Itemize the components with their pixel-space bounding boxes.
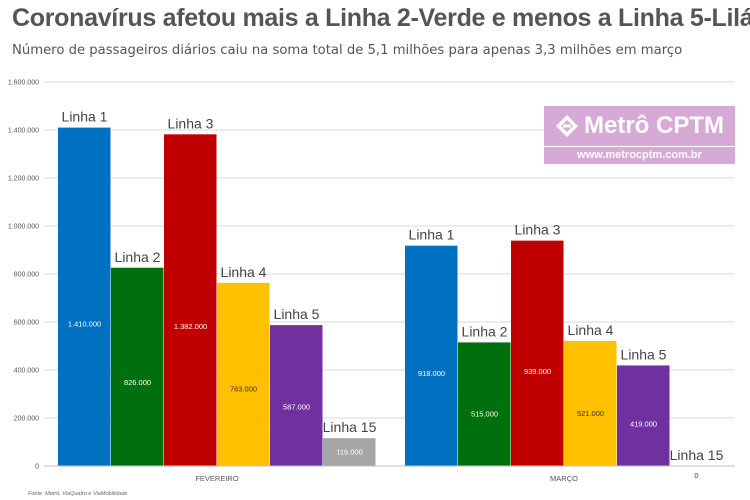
bar	[270, 325, 323, 466]
bar-value-label: 918.000	[418, 369, 445, 378]
bar-value-label: 116.000	[336, 448, 363, 457]
bar-value-label: 939.000	[524, 367, 551, 376]
bar-series-label: Linha 2	[462, 323, 508, 339]
bar	[323, 438, 376, 466]
logo-name: Metrô CPTM	[584, 112, 724, 139]
y-tick-label: 600.000	[14, 320, 39, 327]
bar-series-label: Linha 3	[168, 115, 214, 131]
bar-series-label: Linha 1	[62, 109, 108, 125]
bar	[564, 340, 617, 466]
bar	[511, 240, 564, 466]
diamond-icon	[556, 115, 578, 137]
bar-series-label: Linha 5	[621, 346, 667, 362]
logo-divider	[544, 146, 735, 147]
logo-top: Metrô CPTM	[544, 106, 735, 146]
chart-subtitle: Número de passageiros diários caiu na so…	[12, 43, 683, 58]
bar-series-label: Linha 4	[221, 264, 267, 280]
bar-value-label: 1.382.000	[174, 322, 207, 331]
bar-value-label: 763.000	[230, 385, 257, 394]
logo-url: www.metrocptm.com.br	[577, 149, 702, 161]
y-tick-label: 1.400.000	[8, 128, 39, 135]
bar	[458, 342, 511, 466]
x-category-label: MARÇO	[550, 474, 578, 483]
y-tick-label: 400.000	[14, 368, 39, 375]
bar-series-label: Linha 1	[409, 227, 455, 243]
bar-value-label: 1.410.000	[68, 319, 101, 328]
y-tick-label: 1.600.000	[8, 80, 39, 87]
bar	[111, 267, 164, 466]
source-note: Fonte: Metrô, ViaQuatro e ViaMobilidade	[28, 491, 128, 497]
bar-value-label: 419.000	[630, 419, 657, 428]
bar-series-label: Linha 3	[515, 222, 561, 238]
bar-series-label: Linha 2	[115, 249, 161, 265]
bar-series-label: Linha 5	[274, 306, 320, 322]
bar	[617, 365, 670, 466]
y-tick-label: 200.000	[14, 416, 39, 423]
bar-series-label: Linha 4	[568, 322, 614, 338]
chart-title: Coronavírus afetou mais a Linha 2-Verde …	[12, 4, 750, 32]
y-tick-label: 800.000	[14, 272, 39, 279]
bar	[58, 127, 111, 466]
metro-cptm-logo: Metrô CPTM www.metrocptm.com.br	[544, 106, 735, 164]
y-tick-label: 0	[35, 464, 39, 471]
bar-value-label: 587.000	[283, 402, 310, 411]
bar-value-label: 521.000	[577, 409, 604, 418]
bar	[217, 282, 270, 466]
y-tick-label: 1.200.000	[8, 176, 39, 183]
bar-value-label: 826.000	[124, 378, 151, 387]
bar	[405, 245, 458, 466]
bar-series-label: Linha 15	[323, 419, 377, 435]
y-tick-label: 1.000.000	[8, 224, 39, 231]
bar-value-label: 515.000	[471, 410, 498, 419]
x-category-label: FEVEREIRO	[195, 474, 239, 483]
bar-value-label: 0	[694, 471, 698, 480]
bar	[164, 134, 217, 466]
bar-series-label: Linha 15	[670, 447, 724, 463]
